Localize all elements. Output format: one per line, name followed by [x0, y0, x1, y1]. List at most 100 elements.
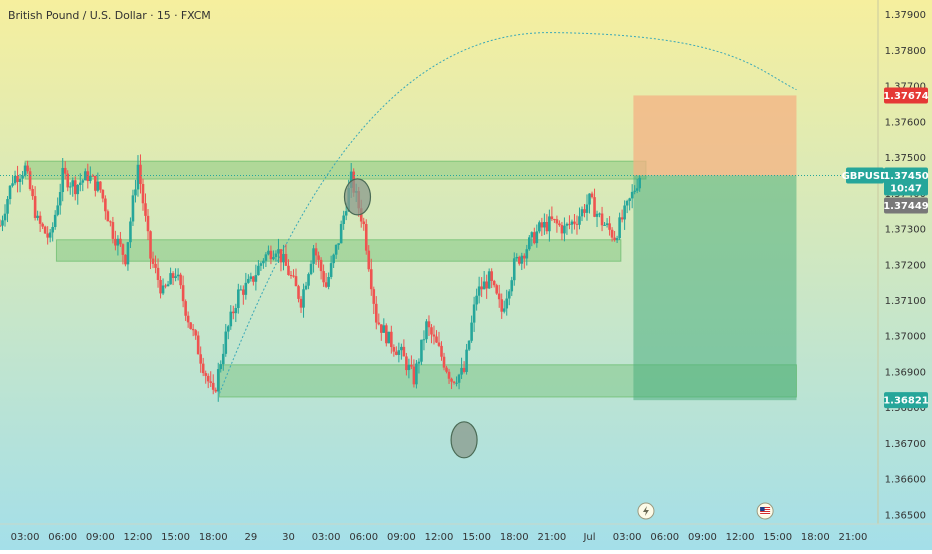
candle-body — [605, 223, 609, 225]
candle-body — [538, 222, 541, 232]
candle-body — [342, 215, 345, 225]
position-layer — [633, 95, 797, 401]
candle-body — [302, 289, 305, 308]
candle-body — [229, 311, 233, 327]
time-axis[interactable]: 03:00 06:00 09:00 12:00 15:00 18:00 29 30 03:00 0… — [11, 532, 868, 543]
candle-body — [309, 263, 313, 275]
flag-stripe — [760, 507, 771, 508]
candle-body — [264, 254, 268, 261]
candle-body — [447, 371, 451, 379]
candle-body — [169, 273, 172, 285]
candle-body — [134, 189, 137, 196]
candle-body — [259, 263, 263, 266]
candle-body — [334, 244, 338, 255]
candle-body — [8, 185, 12, 200]
candle-body — [467, 340, 471, 350]
candle-body — [482, 281, 486, 290]
candle-body — [500, 299, 504, 312]
candle-body — [565, 223, 569, 226]
circles-layer — [343, 178, 478, 459]
candle-body — [495, 285, 498, 294]
bottom-circle — [450, 421, 478, 459]
candle-body — [181, 285, 185, 302]
candle-body — [307, 274, 310, 286]
candle-body — [272, 257, 275, 260]
price-tick-label: 1.36800 — [885, 403, 926, 414]
symbol-tag — [846, 167, 884, 184]
candle-body — [66, 173, 70, 188]
candle-body — [257, 265, 260, 276]
candle-body — [530, 232, 534, 238]
take-profit-area — [633, 175, 797, 401]
candle-body — [51, 226, 54, 233]
time-tick-label: 06:00 — [650, 532, 679, 543]
countdown-value: 10:47 — [890, 183, 922, 194]
candle-body — [595, 213, 599, 217]
arc-layer — [219, 32, 797, 394]
candle-body — [324, 282, 328, 287]
candle-body — [477, 286, 481, 296]
candle-body — [304, 285, 308, 290]
candle-body — [638, 177, 641, 189]
candle-body — [216, 369, 220, 392]
candle-body — [184, 301, 187, 316]
candle-body — [425, 321, 428, 340]
price-tick-label: 1.37200 — [885, 260, 926, 271]
candle-body — [452, 381, 456, 383]
time-tick-label: 06:00 — [349, 532, 378, 543]
candle-body — [26, 165, 29, 172]
time-tick-label: 30 — [282, 532, 295, 543]
candle-body — [48, 232, 52, 238]
candle-body — [56, 205, 59, 215]
candle-body — [11, 183, 14, 186]
candle-body — [214, 389, 218, 392]
price-axis[interactable]: 1.37900 1.37800 1.37700 1.37600 1.37500 1.374… — [885, 10, 926, 521]
candle-body — [58, 192, 62, 206]
candle-body — [111, 222, 115, 239]
candle-body — [36, 215, 39, 218]
price-tick-label: 1.36700 — [885, 439, 926, 450]
candle-body — [578, 216, 581, 225]
candle-body — [99, 181, 102, 190]
candle-body — [510, 280, 514, 292]
candle-body — [71, 180, 75, 187]
candle-body — [136, 164, 140, 190]
price-tick-label: 1.37300 — [885, 225, 926, 236]
candle-body — [247, 278, 250, 283]
candle-body — [131, 195, 135, 222]
candle-body — [450, 378, 453, 382]
candle-body — [156, 267, 160, 280]
candle-body — [385, 325, 388, 344]
candle-body — [590, 193, 594, 198]
candle-body — [104, 198, 107, 212]
candle-body — [563, 225, 566, 234]
top-circle — [343, 178, 372, 216]
candle-body — [322, 271, 325, 283]
candle-body — [18, 178, 22, 182]
candle-body — [540, 222, 544, 228]
candle-body — [94, 175, 97, 191]
candle-body — [119, 238, 122, 245]
candle-body — [608, 223, 611, 230]
candle-body — [460, 367, 463, 375]
candle-body — [0, 225, 2, 227]
candle-body — [299, 298, 303, 308]
candle-body — [392, 347, 396, 352]
candle-body — [206, 375, 210, 382]
time-tick-label: 12:00 — [425, 532, 454, 543]
candle-body — [603, 224, 606, 226]
candle-body — [274, 253, 278, 258]
candle-body — [437, 342, 441, 346]
candle-body — [161, 285, 165, 294]
candle-body — [560, 225, 564, 234]
candle-body — [497, 293, 501, 300]
candle-body — [196, 335, 200, 355]
candle-body — [239, 289, 243, 291]
candle-body — [287, 265, 290, 275]
candle-body — [186, 315, 190, 323]
candle-body — [405, 356, 408, 371]
time-tick-label: 15:00 — [161, 532, 190, 543]
candle-body — [490, 271, 493, 281]
